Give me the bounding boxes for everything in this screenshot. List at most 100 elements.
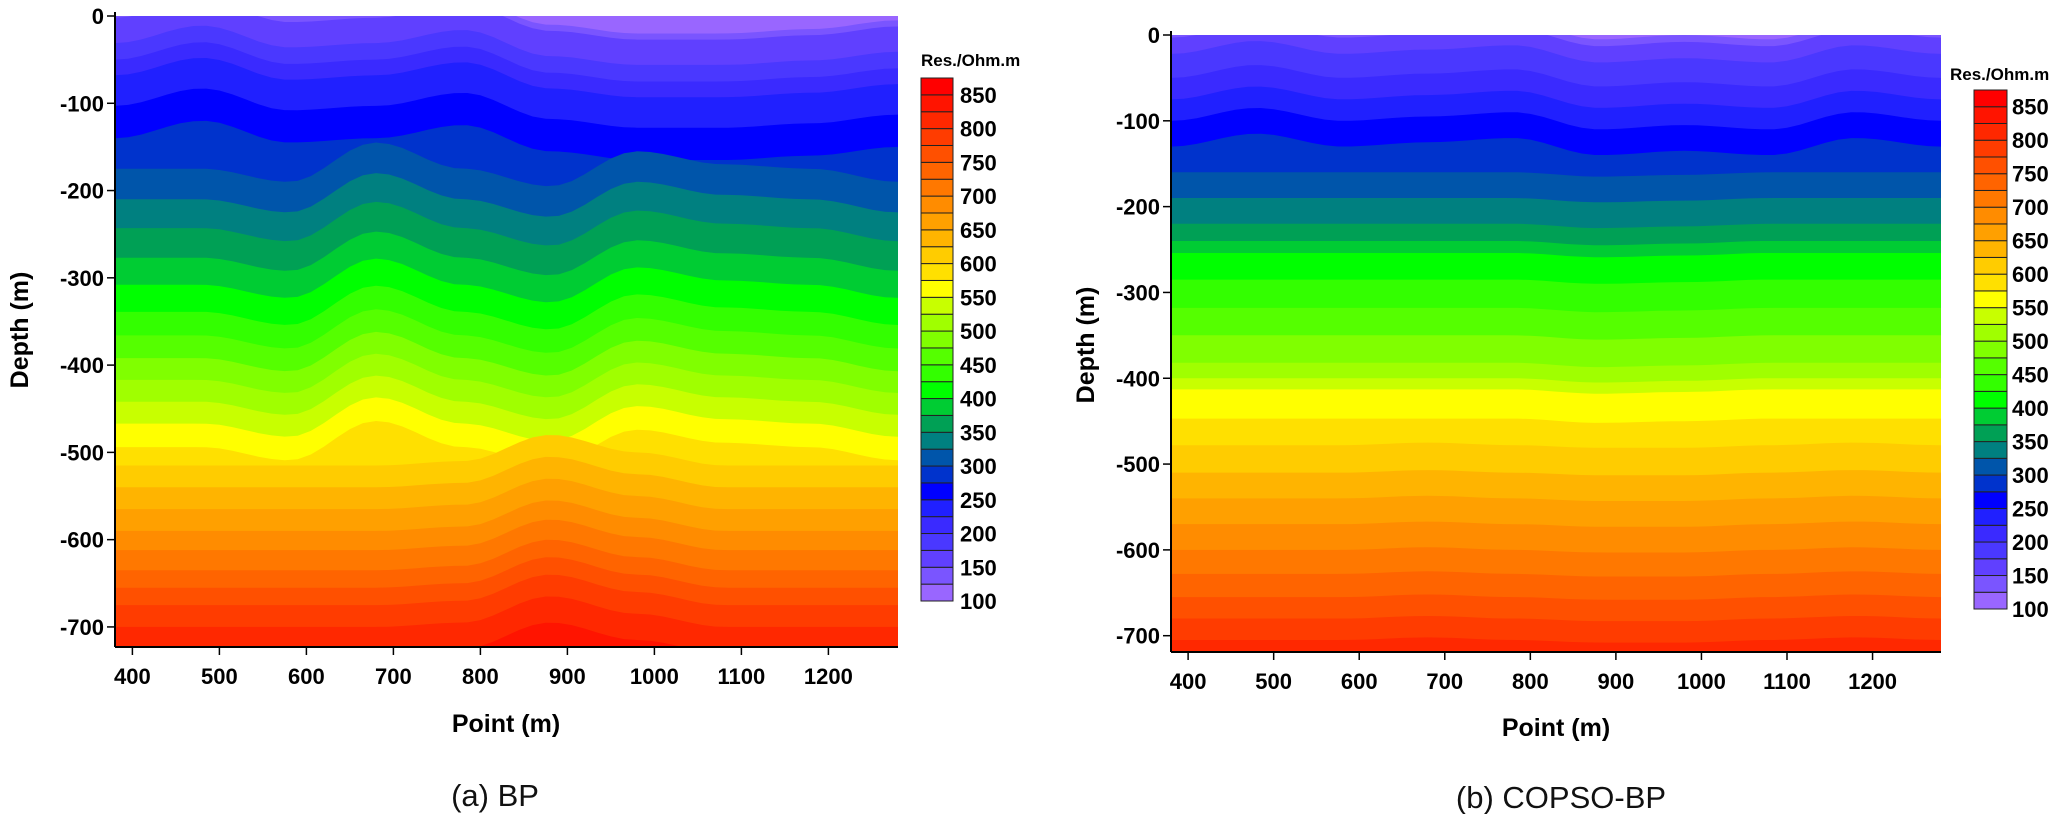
colorbar-swatch-400	[1973, 390, 2008, 409]
colorbar-label: 400	[2012, 396, 2049, 421]
x-tick-label: 1000	[1677, 669, 1726, 694]
contour-field	[1171, 35, 1941, 652]
colorbar-swatch-500	[920, 313, 954, 332]
colorbar-label: 550	[960, 285, 997, 310]
y-tick-label: -200	[60, 179, 104, 204]
colorbar-swatch-525	[920, 296, 954, 315]
colorbar-swatch-850	[1973, 89, 2008, 108]
colorbar-swatch-600	[1973, 256, 2008, 275]
colorbar-label: 100	[960, 589, 997, 614]
colorbar-label: 850	[960, 83, 997, 108]
colorbar-swatch-700	[920, 178, 954, 197]
colorbar-label: 800	[2012, 128, 2049, 153]
colorbar-swatch-125	[1973, 575, 2008, 593]
y-tick-label: -700	[1116, 624, 1160, 649]
y-tick-label: -300	[1116, 280, 1160, 305]
x-axis-title: Point (m)	[1502, 714, 1610, 742]
colorbar-label: 350	[2012, 430, 2049, 455]
colorbar-swatch-450	[920, 347, 954, 366]
colorbar-swatch-750	[1973, 156, 2008, 175]
colorbar-swatch-100	[1973, 591, 2008, 610]
colorbar-label: 100	[2012, 597, 2049, 622]
y-tick-label: -700	[60, 615, 104, 640]
contour-band-800	[1171, 637, 1941, 652]
colorbar: 100 150 200 250 300 350 400 450 500 550 600 650 700 7…	[920, 51, 1020, 614]
colorbar-swatch-175	[920, 533, 954, 551]
x-tick-label: 500	[201, 664, 238, 689]
x-tick-label: 1100	[718, 664, 766, 689]
x-tick-label: 1100	[1763, 669, 1811, 694]
colorbar-label: 700	[960, 184, 997, 209]
y-tick-label: -300	[60, 266, 104, 291]
contour-band-800	[115, 596, 898, 647]
y-tick-label: -500	[1116, 452, 1160, 477]
x-tick-label: 1200	[804, 664, 853, 689]
y-tick-label: 0	[1148, 23, 1160, 48]
colorbar-swatch-675	[1973, 206, 2008, 225]
colorbar-swatch-650	[920, 212, 954, 231]
colorbar-label: 650	[2012, 229, 2049, 254]
colorbar-swatch-350	[1973, 424, 2008, 443]
colorbar-swatch-575	[1973, 273, 2008, 292]
y-tick-label: -100	[1116, 109, 1160, 134]
colorbar-swatch-125	[920, 566, 954, 585]
colorbar-swatch-725	[920, 161, 954, 180]
colorbar-label: 500	[960, 319, 997, 344]
colorbar-swatch-700	[1973, 189, 2008, 208]
colorbar-swatch-350	[920, 414, 954, 433]
colorbar-swatch-225	[1973, 508, 2008, 526]
colorbar-swatch-550	[920, 279, 954, 298]
colorbar-label: 850	[2012, 95, 2049, 120]
colorbar-label: 750	[2012, 162, 2049, 187]
colorbar-swatch-375	[1973, 407, 2008, 426]
colorbar-swatch-750	[920, 144, 954, 163]
colorbar-swatch-200	[920, 516, 954, 535]
colorbar-label: 600	[960, 252, 997, 277]
panel-a-bp: 0 -100 -200 -300 -400 -500 -600 -700 400 500 600 70…	[6, 4, 1020, 813]
colorbar-label: 600	[2012, 262, 2049, 287]
colorbar-label: 500	[2012, 329, 2049, 354]
y-tick-label: -600	[60, 528, 104, 553]
y-tick-label: -500	[60, 440, 104, 465]
y-tick-label: -600	[1116, 538, 1160, 563]
colorbar-label: 700	[2012, 195, 2049, 220]
x-tick-label: 600	[1341, 669, 1378, 694]
colorbar-swatch-525	[1973, 307, 2008, 325]
colorbar-label: 450	[960, 353, 997, 378]
colorbar-swatch-625	[920, 229, 954, 248]
colorbar-swatch-225	[920, 499, 954, 518]
colorbar-label: 300	[960, 454, 997, 479]
colorbar-label: 150	[960, 555, 997, 580]
colorbar-swatch-150	[1973, 558, 2008, 577]
colorbar-label: 250	[960, 488, 997, 513]
panel-caption: (b) COPSO-BP	[1456, 780, 1666, 814]
colorbar-swatch-800	[1973, 122, 2008, 141]
colorbar-title: Res./Ohm.m	[1950, 65, 2049, 84]
colorbar-label: 650	[960, 218, 997, 243]
colorbar-label: 400	[960, 387, 997, 412]
colorbar-label: 300	[2012, 463, 2049, 488]
colorbar-swatch-425	[1973, 374, 2008, 392]
colorbar-label: 550	[2012, 296, 2049, 321]
y-tick-label: -400	[60, 353, 104, 378]
x-tick-label: 1000	[630, 664, 679, 689]
colorbar-label: 150	[2012, 564, 2049, 589]
colorbar-swatch-200	[1973, 524, 2008, 543]
contour-band-825	[476, 622, 683, 647]
colorbar-swatch-300	[1973, 457, 2008, 476]
colorbar-swatch-250	[920, 482, 954, 501]
colorbar-swatch-100	[920, 583, 954, 602]
colorbar-label: 350	[960, 420, 997, 445]
x-tick-label: 800	[462, 664, 499, 689]
y-axis-title: Depth (m)	[6, 272, 34, 389]
colorbar-swatch-250	[1973, 491, 2008, 510]
y-tick-label: -100	[60, 91, 104, 116]
y-tick-label: -400	[1116, 366, 1160, 391]
colorbar-swatch-275	[920, 465, 954, 484]
colorbar-swatch-625	[1973, 240, 2008, 258]
colorbar-swatch-575	[920, 263, 954, 281]
colorbar-swatch-450	[1973, 357, 2008, 376]
colorbar-swatch-725	[1973, 173, 2008, 191]
colorbar-swatch-325	[1973, 441, 2008, 459]
